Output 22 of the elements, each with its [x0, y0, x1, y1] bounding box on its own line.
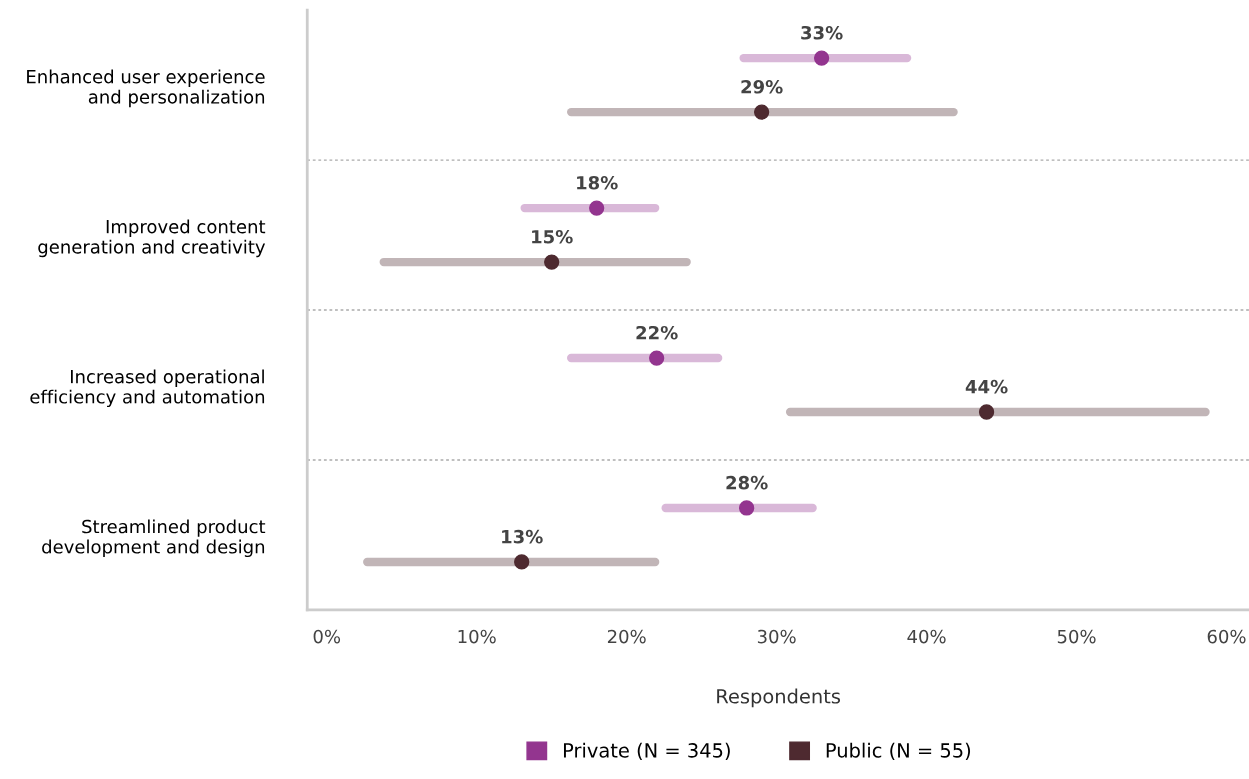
- x-tick-label: 20%: [607, 629, 646, 644]
- data-label: 33%: [801, 25, 843, 40]
- x-tick-label: 40%: [907, 629, 946, 644]
- y-tick-label: Increased operational efficiency and automation: [30, 369, 265, 408]
- y-tick-label: Enhanced user experience and personalization: [27, 69, 265, 108]
- data-label: 22%: [636, 325, 678, 340]
- x-tick-label: 10%: [458, 629, 496, 644]
- data-label: 18%: [577, 175, 618, 190]
- legend-label: Private (N = 345): [563, 742, 730, 761]
- data-label: 44%: [965, 379, 1008, 394]
- data-label: 13%: [502, 529, 543, 544]
- y-tick-label: Streamlined product development and design: [42, 519, 266, 558]
- data-label: 29%: [741, 79, 783, 94]
- y-tick-label: Improved content generation and creativity: [38, 219, 266, 258]
- x-tick-label: 50%: [1057, 629, 1096, 644]
- data-label: 28%: [726, 475, 768, 490]
- x-axis-title: Respondents: [717, 688, 841, 708]
- data-label: 15%: [532, 229, 573, 244]
- x-tick-label: 30%: [757, 629, 796, 644]
- legend-label: Public (N = 55): [826, 742, 971, 761]
- x-tick-label: 0%: [313, 629, 341, 644]
- x-tick-label: 60%: [1207, 629, 1246, 644]
